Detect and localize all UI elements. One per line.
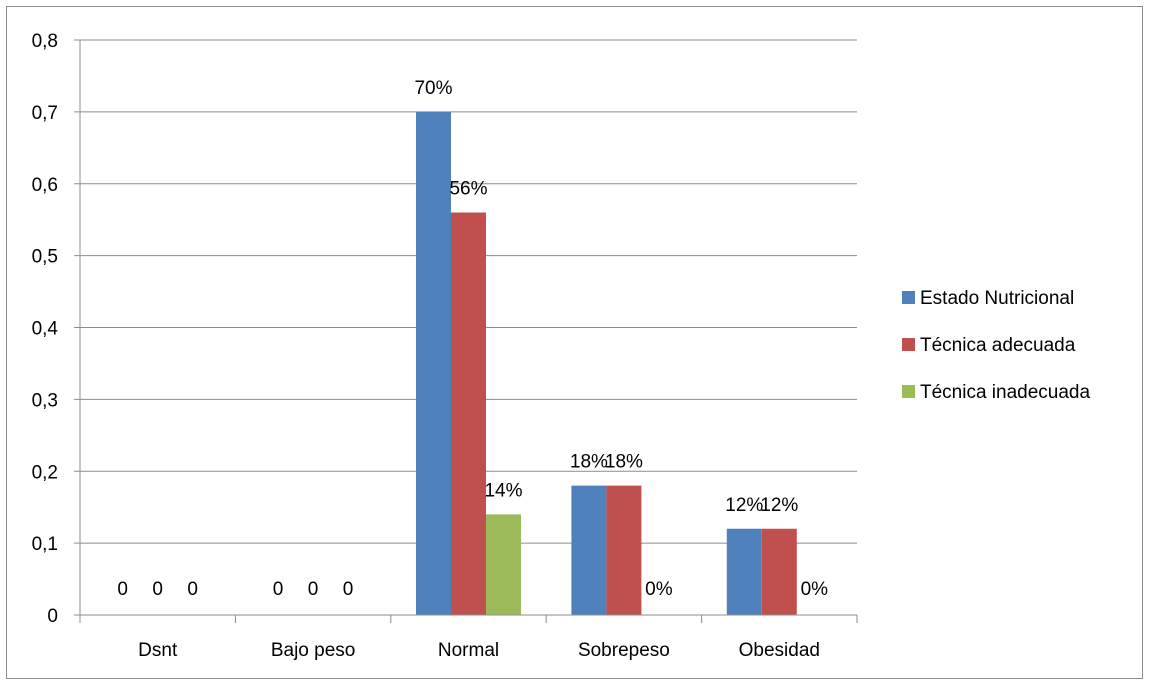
data-label: 70% [414,78,452,99]
category-label: Normal [438,640,499,661]
legend-label: Técnica inadecuada [920,382,1090,403]
bar [451,212,486,615]
y-tick-label: 0,2 [32,462,58,483]
data-label: 0 [308,579,319,600]
legend-swatch [902,338,915,351]
y-tick-label: 0,4 [32,319,59,340]
legend-label: Estado Nutricional [920,288,1074,309]
legend-swatch [902,385,915,398]
data-label: 12% [760,495,798,516]
bar [486,514,521,615]
category-label: Dsnt [138,640,178,661]
y-tick-label: 0,8 [32,31,58,52]
data-label: 0 [343,579,354,600]
category-label: Bajo peso [271,640,356,661]
y-tick-label: 0,6 [32,175,58,196]
legend: Estado Nutricional Técnica adecuada Técnic… [902,288,1090,403]
y-axis-ticks: 0 0,1 0,2 0,3 0,4 0,5 0,6 0,7 0,8 [32,31,59,627]
y-tick-label: 0,1 [32,534,58,555]
data-label: 0 [117,579,128,600]
data-label: 12% [725,495,763,516]
data-label: 0% [645,579,673,600]
y-tick-label: 0,5 [32,247,58,268]
legend-swatch [902,291,915,304]
data-label: 0 [187,579,198,600]
legend-label: Técnica adecuada [920,335,1076,356]
data-label: 56% [449,179,487,200]
data-labels: 0 0 0 0 0 0 70% 56% 14% 18%18% 0% 12%12% 0% [117,78,828,600]
bar [726,528,762,615]
x-axis-categories: Dsnt Bajo peso Normal Sobrepeso Obesidad [138,640,820,661]
data-label: 18% [570,452,608,473]
axes [74,39,858,623]
bar [416,111,451,615]
data-label: 0 [152,579,163,600]
y-tick-label: 0 [47,606,58,627]
data-label: 0 [273,579,284,600]
y-tick-label: 0,3 [32,390,58,411]
data-label: 14% [484,480,522,501]
data-label: 0% [801,579,829,600]
bars [416,111,797,615]
category-label: Sobrepeso [578,640,670,661]
data-label: 18% [605,452,643,473]
category-label: Obesidad [739,640,820,661]
bar [606,485,642,615]
bar [761,528,797,615]
bar [571,485,607,615]
y-tick-label: 0,7 [32,103,58,124]
